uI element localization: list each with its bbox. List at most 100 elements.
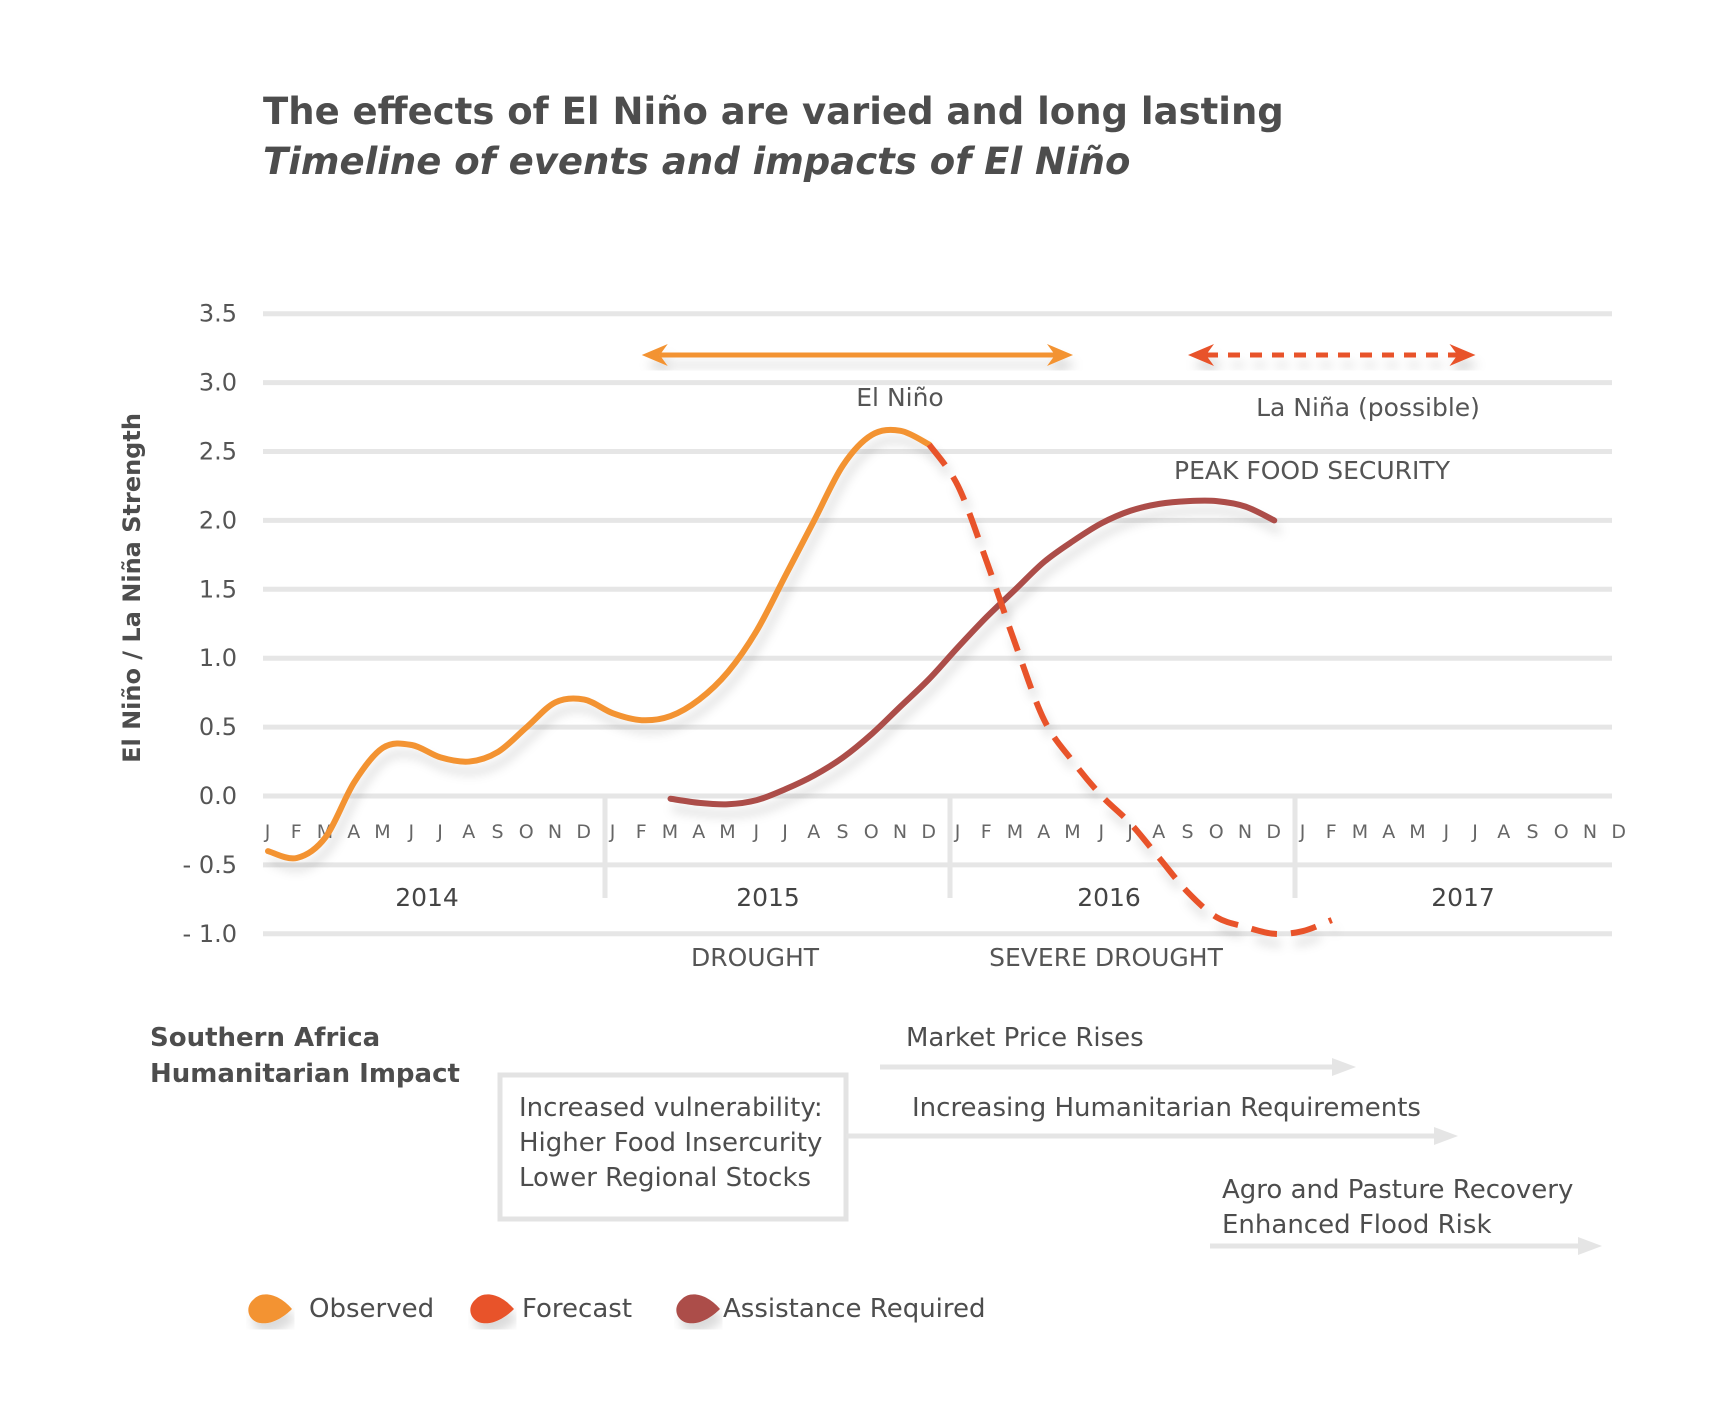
legend-label: Observed [309,1294,434,1324]
vulnerability-line-3: Lower Regional Stocks [519,1163,811,1193]
month-label: S [1181,821,1194,843]
recovery-arrow [1210,1237,1602,1255]
phase-arrow [641,344,1073,366]
month-label: A [347,821,361,843]
year-labels: 2014 2015 2016 2017 [395,883,1495,912]
month-label: M [1409,821,1426,843]
month-label: M [1352,821,1369,843]
y-tick-label: - 0.5 [183,851,237,879]
chart-title: The effects of El Niño are varied and lo… [263,90,1284,133]
month-label: J [1299,821,1307,843]
month-label: J [954,821,962,843]
year-label: 2014 [395,883,459,912]
legend-swatch [470,1294,514,1324]
month-label: F [636,821,648,843]
y-tick-label: 1.5 [199,575,237,603]
month-label: N [548,821,563,843]
phase-arrow [1188,344,1476,366]
series-line-observed [265,426,933,862]
grid-lines [263,311,1612,937]
series-line-assistance-required [667,497,1278,808]
month-label: J [264,821,272,843]
month-label: O [519,821,535,843]
peak-food-security-annotation: PEAK FOOD SECURITY [1174,456,1451,485]
legend: Observed Forecast Assistance Required [248,1294,986,1324]
y-tick-label: - 1.0 [183,920,237,948]
chart-subtitle: Timeline of events and impacts of El Niñ… [263,140,1130,183]
impact-heading-line2: Humanitarian Impact [150,1059,460,1089]
requirements-label: Increasing Humanitarian Requirements [912,1093,1421,1123]
y-axis-label: El Niño / La Niña Strength [118,413,146,763]
month-label: J [436,821,444,843]
legend-swatch [248,1294,292,1324]
month-label: J [1442,821,1450,843]
y-tick-label: 2.5 [199,438,237,466]
series-line-forecast [926,442,1333,937]
month-label: J [781,821,789,843]
recovery-label-line2: Enhanced Flood Risk [1222,1210,1492,1240]
vulnerability-line-2: Higher Food Insercurity [519,1128,822,1158]
month-label: M [719,821,736,843]
month-label: A [1382,821,1396,843]
phase-arrows [641,344,1476,366]
impact-heading-line1: Southern Africa [150,1023,380,1053]
legend-item: Forecast [470,1294,632,1324]
month-label: O [1209,821,1225,843]
month-label: M [1007,821,1024,843]
month-label: N [1238,821,1253,843]
month-label: J [752,821,760,843]
month-label: A [462,821,476,843]
month-label: D [1611,821,1627,843]
vulnerability-line-1: Increased vulnerability: [519,1093,823,1123]
y-tick-label: 3.0 [199,369,237,397]
month-label: S [1526,821,1539,843]
vulnerability-box [497,1072,849,1222]
series-lines [265,426,1333,937]
month-label: A [1037,821,1051,843]
month-label: J [1126,821,1134,843]
y-tick-label: 0.5 [199,713,237,741]
month-label: J [1471,821,1479,843]
legend-label: Assistance Required [723,1294,986,1324]
legend-item: Observed [248,1294,434,1324]
month-label: J [407,821,415,843]
legend-label: Forecast [522,1294,632,1324]
month-label: A [807,821,821,843]
month-label: F [291,821,303,843]
legend-item: Assistance Required [676,1294,986,1324]
month-label: A [1497,821,1511,843]
month-label: A [1152,821,1166,843]
month-label: M [374,821,391,843]
month-label: J [1097,821,1105,843]
requirements-arrow [846,1127,1458,1145]
recovery-label-line1: Agro and Pasture Recovery [1222,1175,1573,1205]
month-label: D [576,821,592,843]
market-price-label: Market Price Rises [906,1023,1144,1053]
legend-swatch [676,1294,720,1324]
month-label: S [836,821,849,843]
el-nino-annotation: El Niño [856,383,943,412]
month-label: F [1326,821,1338,843]
month-label: S [491,821,504,843]
y-tick-label: 0.0 [199,782,237,810]
y-tick-label: 3.5 [199,300,237,328]
month-label: D [1266,821,1282,843]
year-label: 2017 [1431,883,1495,912]
market-price-arrow [880,1058,1356,1076]
month-label: F [981,821,993,843]
month-label: D [921,821,937,843]
year-label: 2016 [1077,883,1141,912]
month-label: O [1554,821,1570,843]
drought-annotation: DROUGHT [691,943,820,972]
month-label: J [609,821,617,843]
month-label: A [692,821,706,843]
month-label: N [1583,821,1598,843]
y-tick-label: 2.0 [199,506,237,534]
severe-drought-annotation: SEVERE DROUGHT [989,943,1223,972]
y-tick-label: 1.0 [199,644,237,672]
month-label: M [1064,821,1081,843]
month-label: M [662,821,679,843]
month-label: N [893,821,908,843]
